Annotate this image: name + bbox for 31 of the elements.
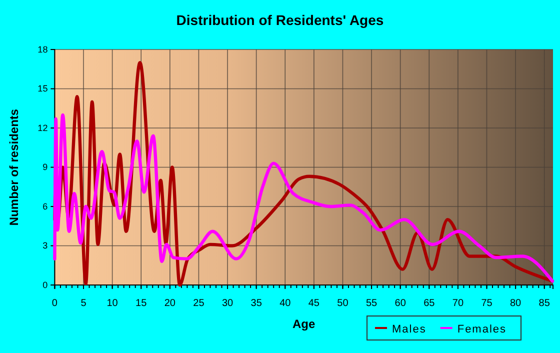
y-tick-label: 9 bbox=[42, 162, 48, 172]
x-tick-label: 35 bbox=[250, 298, 262, 309]
x-tick-label: 10 bbox=[106, 298, 118, 309]
x-tick-label: 70 bbox=[452, 298, 464, 309]
y-tick-label: 18 bbox=[38, 44, 48, 54]
y-tick-label: 12 bbox=[38, 122, 48, 133]
chart-title: Distribution of Residents' Ages bbox=[176, 12, 384, 28]
x-tick-label: 50 bbox=[337, 298, 349, 309]
x-axis-title: Age bbox=[292, 317, 316, 331]
x-tick-label: 80 bbox=[510, 298, 522, 309]
x-tick-label: 15 bbox=[136, 298, 148, 309]
y-axis-title: Number of residents bbox=[7, 108, 21, 226]
x-tick-label: 25 bbox=[193, 298, 205, 309]
x-tick-label: 60 bbox=[394, 298, 406, 309]
legend-label: Females bbox=[457, 324, 507, 336]
y-tick-label: 6 bbox=[42, 201, 48, 212]
y-tick-label: 15 bbox=[38, 84, 48, 94]
x-tick-label: 65 bbox=[424, 298, 436, 309]
x-tick-label: 45 bbox=[308, 298, 320, 309]
line-series bbox=[53, 113, 554, 283]
x-tick-label: 75 bbox=[481, 298, 493, 309]
x-tick-label: 5 bbox=[80, 298, 87, 309]
x-tick-label: 0 bbox=[52, 298, 58, 309]
y-tick-label: 0 bbox=[42, 280, 48, 290]
x-tick-label: 20 bbox=[164, 298, 176, 309]
x-tick-label: 55 bbox=[366, 298, 378, 309]
x-tick-label: 85 bbox=[538, 298, 550, 309]
y-tick-label: 3 bbox=[42, 240, 48, 251]
x-tick-label: 30 bbox=[222, 298, 234, 309]
legend-label: Males bbox=[392, 324, 426, 336]
x-tick-label: 40 bbox=[280, 298, 292, 309]
